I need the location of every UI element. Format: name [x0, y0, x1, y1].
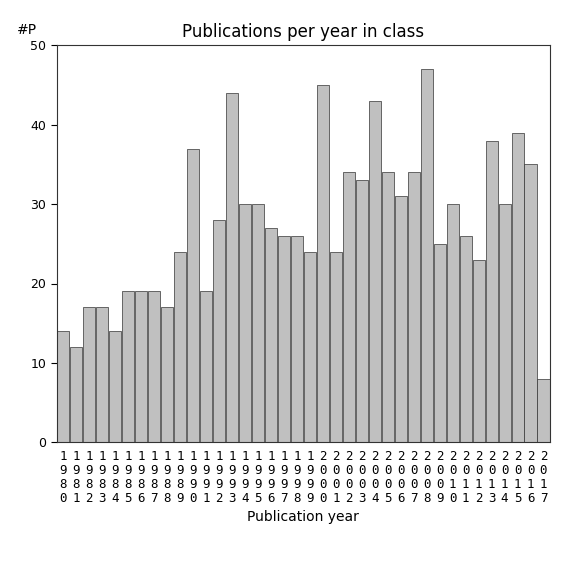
- Bar: [382, 172, 393, 442]
- Bar: [369, 101, 381, 442]
- Bar: [408, 172, 420, 442]
- Bar: [291, 236, 303, 442]
- Bar: [226, 93, 238, 442]
- Bar: [460, 236, 472, 442]
- Bar: [213, 220, 225, 442]
- Bar: [57, 331, 69, 442]
- Bar: [524, 164, 536, 442]
- Bar: [148, 291, 160, 442]
- Bar: [317, 85, 329, 442]
- Bar: [96, 307, 108, 442]
- Text: #P: #P: [17, 23, 37, 37]
- Bar: [83, 307, 95, 442]
- Bar: [109, 331, 121, 442]
- Bar: [538, 379, 549, 442]
- Bar: [252, 204, 264, 442]
- Bar: [135, 291, 147, 442]
- Bar: [498, 204, 511, 442]
- Bar: [174, 252, 186, 442]
- Bar: [122, 291, 134, 442]
- Bar: [421, 69, 433, 442]
- Bar: [472, 260, 485, 442]
- Bar: [200, 291, 212, 442]
- Bar: [161, 307, 173, 442]
- X-axis label: Publication year: Publication year: [247, 510, 359, 524]
- Bar: [356, 180, 368, 442]
- Title: Publications per year in class: Publications per year in class: [182, 23, 425, 41]
- Bar: [434, 244, 446, 442]
- Bar: [70, 347, 82, 442]
- Bar: [447, 204, 459, 442]
- Bar: [395, 196, 407, 442]
- Bar: [342, 172, 355, 442]
- Bar: [187, 149, 199, 442]
- Bar: [304, 252, 316, 442]
- Bar: [330, 252, 342, 442]
- Bar: [239, 204, 251, 442]
- Bar: [511, 133, 523, 442]
- Bar: [265, 228, 277, 442]
- Bar: [278, 236, 290, 442]
- Bar: [485, 141, 498, 442]
